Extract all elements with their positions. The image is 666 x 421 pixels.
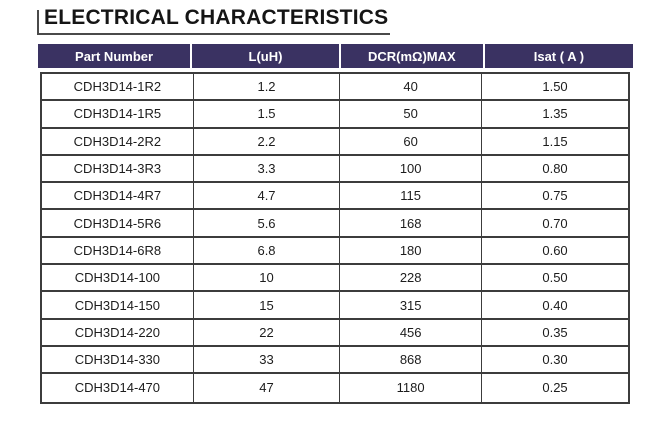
table-row: CDH3D14-5R6 5.6 168 0.70 (42, 210, 628, 238)
table-row: CDH3D14-1R2 1.2 40 1.50 (42, 74, 628, 102)
table-header-row: Part Number L(uH) DCR(mΩ)MAX Isat ( A ) (38, 44, 633, 68)
table-row: CDH3D14-330 33 868 0.30 (42, 346, 628, 375)
value-cell: 15 (193, 292, 341, 320)
column-header: Isat ( A ) (533, 48, 585, 64)
value-cell: 0.60 (482, 238, 628, 266)
value-cell: 115 (340, 183, 483, 211)
value-cell: 1.15 (482, 129, 628, 156)
part-number-cell: CDH3D14-1R5 (42, 101, 194, 129)
value-cell: 1.2 (193, 74, 341, 102)
value-cell: 868 (340, 346, 483, 375)
part-number-cell: CDH3D14-470 (42, 374, 194, 402)
part-number-cell: CDH3D14-100 (42, 265, 194, 293)
value-cell: 0.50 (482, 265, 628, 293)
value-cell: 100 (340, 155, 483, 184)
value-cell: 0.25 (542, 380, 568, 396)
value-cell: 22 (193, 319, 341, 347)
part-number-cell: CDH3D14-4R7 (42, 183, 194, 211)
value-cell: 1.5 (193, 101, 341, 129)
table-row: CDH3D14-1R5 1.5 50 1.35 (42, 101, 628, 129)
section-title: ELECTRICAL CHARACTERISTICS (37, 3, 391, 35)
part-number-cell: CDH3D14-1R2 (42, 74, 194, 102)
value-cell: 4.7 (193, 183, 341, 211)
part-number-cell: CDH3D14-5R6 (42, 210, 194, 238)
value-cell: 315 (340, 292, 483, 320)
value-cell: 10 (193, 265, 341, 293)
table-row: CDH3D14-6R8 6.8 180 0.60 (42, 237, 628, 266)
value-cell: 3.3 (193, 155, 341, 184)
value-cell: 0.80 (482, 156, 628, 184)
value-cell: 228 (340, 265, 483, 293)
part-number-cell: CDH3D14-330 (42, 346, 194, 375)
value-cell: 0.30 (482, 347, 628, 375)
value-cell: 60 (340, 128, 483, 156)
value-cell: 0.35 (482, 320, 628, 347)
value-cell: 0.75 (482, 183, 628, 211)
value-cell: 5.6 (193, 210, 341, 238)
value-cell: 50 (340, 101, 483, 129)
value-cell: 0.40 (482, 292, 628, 320)
value-cell: 1180 (340, 374, 483, 402)
column-header: Part Number (38, 44, 193, 68)
part-number-cell: CDH3D14-3R3 (42, 155, 194, 184)
value-cell: 0.70 (482, 210, 628, 238)
value-cell: 6.8 (193, 237, 341, 266)
value-cell: 180 (340, 237, 483, 266)
table-row: CDH3D14-150 15 315 0.40 (42, 292, 628, 320)
value-cell: 2.2 (193, 128, 341, 156)
section-title-block: ELECTRICAL CHARACTERISTICS (37, 3, 391, 35)
table-row: CDH3D14-470 47 1180 0.25 (42, 374, 628, 402)
column-header: DCR(mΩ)MAX (341, 44, 485, 68)
value-cell: 456 (340, 319, 483, 347)
part-number-cell: CDH3D14-220 (42, 319, 194, 347)
value-cell: 168 (340, 210, 483, 238)
value-cell: 1.50 (482, 74, 628, 102)
part-number-cell: CDH3D14-6R8 (42, 237, 194, 266)
column-header: L(uH) (192, 44, 341, 68)
table-row: CDH3D14-220 22 456 0.35 (42, 319, 628, 347)
electrical-characteristics-table: Part Number L(uH) DCR(mΩ)MAX Isat ( A ) CDH… (38, 44, 633, 404)
value-cell: 1.35 (482, 101, 628, 129)
table-row: CDH3D14-2R2 2.2 60 1.15 (42, 128, 628, 156)
table-body: CDH3D14-1R2 1.2 40 1.50 CDH3D14-1R5 1.5 50 1.35… (40, 72, 630, 404)
value-cell: 40 (340, 74, 483, 102)
table-row: CDH3D14-100 10 228 0.50 (42, 265, 628, 293)
value-cell: 47 (194, 374, 341, 402)
table-row: CDH3D14-4R7 4.7 115 0.75 (42, 183, 628, 211)
value-cell: 33 (193, 346, 341, 375)
table-row: CDH3D14-3R3 3.3 100 0.80 (42, 155, 628, 184)
part-number-cell: CDH3D14-2R2 (42, 128, 194, 156)
part-number-cell: CDH3D14-150 (42, 292, 194, 320)
